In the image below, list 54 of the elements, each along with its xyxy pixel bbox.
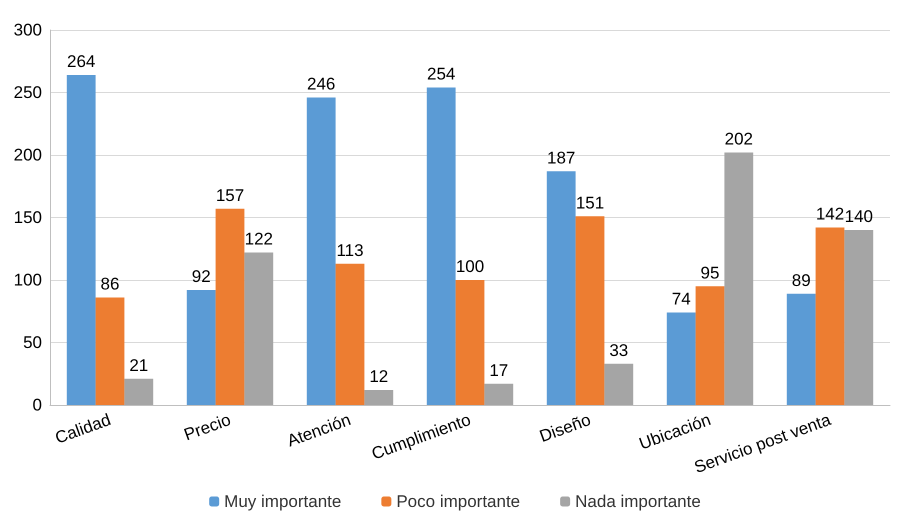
data-label: 86 [100,274,120,294]
data-label: 202 [724,130,753,148]
data-label: 33 [609,340,628,360]
data-label: 142 [816,204,844,224]
legend-label: Muy importante [224,492,342,511]
legend-label: Nada importante [575,492,701,511]
bar [546,171,576,405]
bar [576,216,604,405]
bar [604,364,634,405]
y-tick-label: 200 [14,146,42,164]
data-label: 151 [576,193,604,212]
bar [666,312,696,405]
bar [66,75,96,405]
legend-label: Poco importante [396,492,520,511]
data-label: 17 [489,360,508,380]
data-label: 187 [547,148,576,168]
x-tick-label: Diseño [537,410,594,446]
data-label: 12 [369,367,388,386]
data-label: 92 [192,267,211,286]
data-label: 74 [672,290,691,308]
bar [336,264,364,405]
bar [484,384,514,405]
y-tick-label: 0 [32,396,42,414]
bar [426,88,456,405]
data-label: 246 [307,74,336,94]
data-label: 21 [129,356,148,375]
data-label: 264 [67,52,96,71]
bar [724,152,754,405]
bar [306,98,336,405]
y-tick-label: 100 [14,270,42,290]
data-label: 95 [700,263,720,282]
bar [216,208,244,405]
bar [96,298,124,405]
bar [844,230,874,405]
bar [816,228,844,405]
y-tick-label: 150 [14,208,42,227]
x-tick-label: Precio [181,410,234,444]
bar [786,294,816,405]
bar [186,290,216,405]
data-label: 100 [456,257,484,276]
bar [244,252,274,405]
data-label: 157 [216,186,244,205]
data-label: 89 [792,270,811,290]
data-label: 254 [427,64,456,84]
data-label: 113 [336,240,364,260]
data-label: 140 [844,207,873,226]
bar [456,280,484,405]
y-tick-label: 50 [23,333,42,352]
y-tick-label: 250 [14,83,42,102]
bar [364,390,394,405]
bar [124,378,154,405]
data-label: 122 [244,230,273,248]
bar [696,286,724,405]
y-tick-label: 300 [14,20,42,40]
